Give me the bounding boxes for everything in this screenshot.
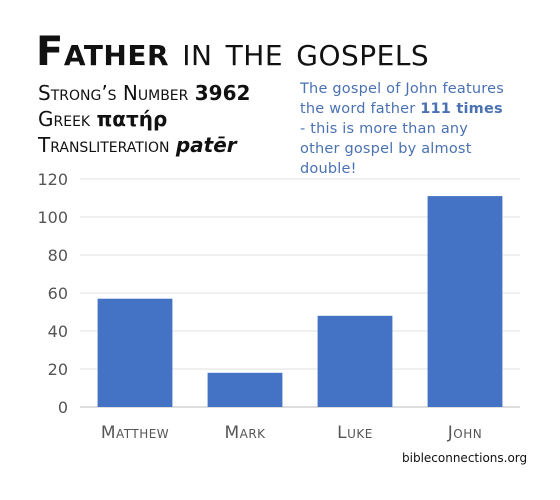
note-highlight: 111 times	[420, 101, 503, 117]
greek-value: πατήρ	[96, 107, 168, 131]
transliteration-line: Transliteration patēr	[38, 133, 237, 157]
note-text-before: The gospel of John features the word fat…	[300, 81, 504, 117]
bar-john	[427, 196, 503, 407]
bar-mark	[207, 372, 283, 407]
y-tick-label: 100	[37, 208, 68, 227]
strongs-value: 3962	[194, 81, 251, 105]
x-category-label: Luke	[337, 423, 373, 443]
transliteration-label: Transliteration	[38, 133, 170, 157]
chart-title: Father in the gospels	[36, 30, 429, 74]
note-text-after: - this is more than any other gospel by …	[300, 121, 472, 177]
bar-matthew	[97, 298, 173, 407]
transliteration-value: patēr	[175, 133, 237, 157]
y-tick-label: 60	[48, 284, 68, 303]
y-tick-label: 120	[37, 170, 68, 189]
greek-label: Greek	[38, 107, 91, 131]
annotation-note: The gospel of John features the word fat…	[300, 79, 510, 179]
x-category-label: Matthew	[101, 423, 169, 443]
y-tick-label: 40	[48, 322, 68, 341]
title-rest: in the gospels	[169, 29, 430, 75]
strongs-number-line: Strong’s Number 3962	[38, 81, 250, 105]
x-category-label: Mark	[224, 423, 266, 443]
title-strong: Father	[36, 29, 170, 75]
strongs-label: Strong’s Number	[38, 81, 189, 105]
y-tick-label: 80	[48, 246, 68, 265]
y-tick-label: 20	[48, 360, 68, 379]
y-tick-label: 0	[58, 398, 68, 417]
bar-luke	[317, 315, 393, 407]
x-category-label: John	[447, 423, 482, 443]
source-credit: bibleconnections.org	[402, 451, 528, 465]
greek-line: Greek πατήρ	[38, 107, 167, 131]
